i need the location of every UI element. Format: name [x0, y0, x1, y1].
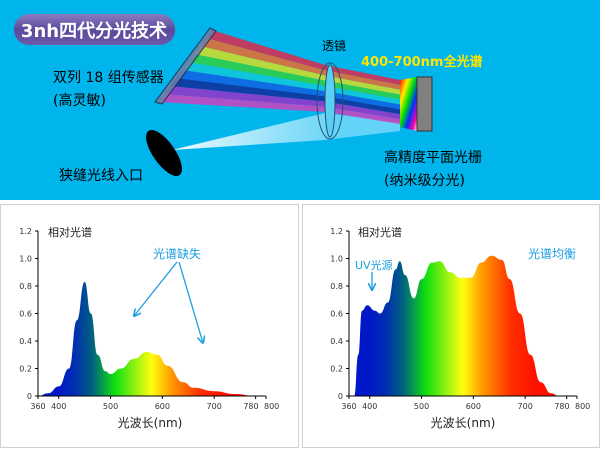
- sensor-array: [154, 27, 217, 105]
- y-tick-label: 0.8: [330, 282, 343, 291]
- x-tick-label: 500: [414, 402, 429, 411]
- sensor-sublabel: (高灵敏): [53, 92, 106, 109]
- lens-label: 透镜: [322, 38, 346, 53]
- y-axis-title: 相对光谱: [358, 225, 402, 239]
- y-axis-title: 相对光谱: [48, 225, 92, 239]
- y-tick-label: 0.2: [19, 365, 32, 374]
- diagram-svg: 3nh四代分光技术 透镜 400-700nm全光谱 双列 18 组传感器 (高灵…: [14, 14, 482, 189]
- chart-left: 0 0.2 0.4 0.6 0.8 1.0 1.2 360 400 500 600 700 780 800…: [19, 225, 279, 430]
- title: 3nh四代分光技术: [21, 20, 167, 42]
- spectrometer-diagram: 3nh四代分光技术 透镜 400-700nm全光谱 双列 18 组传感器 (高灵…: [0, 0, 600, 200]
- x-tick-label: 400: [362, 402, 377, 411]
- arrow-left: [134, 261, 178, 316]
- y-tick-label: 0.2: [330, 365, 343, 374]
- title-pill: [14, 14, 175, 45]
- beam-band: [200, 38, 400, 90]
- slit-label: 狭缝光线入口: [59, 168, 143, 184]
- beam-band: [194, 46, 400, 95]
- y-tick-label: 1.0: [19, 255, 32, 264]
- annotation-uv: UV光源: [355, 258, 393, 272]
- x-axis-title: 光波长(nm): [118, 416, 183, 430]
- x-tick-label: 800: [575, 402, 590, 411]
- annotation-missing: 光谱缺失: [153, 246, 201, 261]
- chart-panel-left: [0, 204, 299, 448]
- arrow-right: [178, 261, 203, 343]
- y-tick-label: 0: [338, 392, 343, 401]
- y-tick-label: 1.2: [19, 227, 32, 236]
- y-tick-label: 0.8: [19, 282, 32, 291]
- sensor-label: 双列 18 组传感器: [53, 69, 164, 86]
- grating: [400, 76, 433, 132]
- annotation-balanced: 光谱均衡: [528, 247, 576, 261]
- x-tick-label: 360: [30, 402, 45, 411]
- slit-entrance: [146, 130, 182, 176]
- spectrum-area: [354, 255, 559, 396]
- beam-band: [182, 62, 400, 105]
- rainbow-beam: [158, 30, 400, 124]
- beam-band: [206, 30, 400, 85]
- annotations: 光谱缺失 光谱均衡 UV光源: [134, 246, 576, 343]
- x-tick-label: 700: [518, 402, 533, 411]
- x-tick-label: 600: [155, 402, 170, 411]
- x-tick-label: 600: [466, 402, 481, 411]
- beam-band: [158, 94, 400, 124]
- lens: [316, 62, 344, 140]
- x-tick-label: 780: [554, 402, 569, 411]
- x-tick-label: 800: [264, 402, 279, 411]
- spectrum-area: [38, 281, 256, 396]
- beam-band: [188, 54, 400, 100]
- chart-right: 0 0.2 0.4 0.6 0.8 1.0 1.2 360 400 500 600 700 780 800…: [330, 225, 590, 430]
- y-tick-label: 0.4: [330, 337, 343, 346]
- x-tick-label: 780: [243, 402, 258, 411]
- beam-band: [170, 78, 400, 115]
- x-tick-label: 700: [207, 402, 222, 411]
- x-tick-label: 360: [341, 402, 356, 411]
- x-tick-label: 500: [103, 402, 118, 411]
- x-axis-title: 光波长(nm): [431, 416, 496, 430]
- grating-label: 高精度平面光栅: [384, 149, 482, 166]
- spectrum-label: 400-700nm全光谱: [361, 54, 482, 70]
- beam-band: [164, 86, 400, 120]
- x-tick-label: 400: [51, 402, 66, 411]
- y-tick-label: 0: [27, 392, 32, 401]
- y-tick-label: 0.6: [330, 310, 343, 319]
- y-tick-label: 1.2: [330, 227, 343, 236]
- beam-band: [176, 70, 400, 110]
- y-tick-label: 1.0: [330, 255, 343, 264]
- grating-sublabel: (纳米级分光): [384, 173, 465, 189]
- y-tick-label: 0.6: [19, 310, 32, 319]
- y-tick-label: 0.4: [19, 337, 32, 346]
